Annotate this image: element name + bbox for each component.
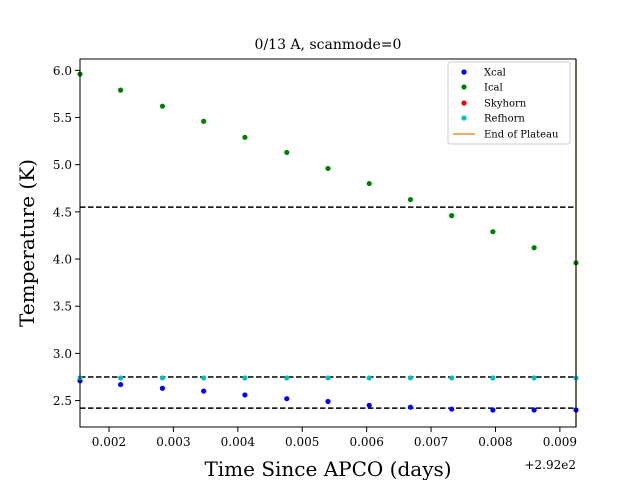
- y-tick-label: 6.0: [53, 64, 72, 78]
- refhorn-point: [531, 375, 537, 381]
- xcal-point: [284, 396, 290, 402]
- ical-point: [201, 118, 207, 124]
- ical-point: [407, 196, 414, 203]
- xcal-point: [449, 406, 455, 412]
- refhorn-point: [159, 375, 166, 381]
- refhorn-point: [201, 375, 207, 381]
- y-tick-label: 4.0: [53, 253, 72, 267]
- xcal-point: [117, 381, 124, 388]
- x-offset-label: +2.92e2: [524, 458, 576, 472]
- ical-point: [159, 103, 166, 109]
- x-tick-label: 0.007: [414, 435, 448, 449]
- y-tick-label: 4.5: [53, 205, 72, 219]
- refhorn-point: [490, 375, 496, 381]
- legend-marker-skyhorn: [461, 100, 467, 106]
- legend-marker-xcal: [461, 69, 467, 75]
- legend-label-xcal: Xcal: [484, 68, 506, 79]
- refhorn-point: [284, 375, 290, 381]
- xcal-point: [407, 404, 414, 410]
- refhorn-point: [117, 375, 124, 381]
- legend: Xcal Ical Skyhorn Refhorn End of Plateau: [447, 61, 571, 145]
- y-tick-label: 5.5: [53, 111, 72, 125]
- x-tick-label: 0.008: [478, 435, 512, 449]
- x-tick-label: 0.002: [92, 435, 126, 449]
- ical-point: [449, 213, 455, 219]
- y-tick-label: 2.5: [53, 394, 72, 408]
- y-axis: 2.5 3.0 3.5 4.0 4.5 5.0 5.5 6.0: [53, 64, 80, 408]
- refhorn-point: [242, 375, 248, 381]
- legend-marker-ical: [461, 84, 467, 90]
- refhorn-point: [449, 375, 455, 381]
- x-tick-label: 0.009: [543, 435, 577, 449]
- x-tick-label: 0.003: [156, 435, 190, 449]
- xcal-point: [159, 385, 166, 391]
- x-axis: 0.002 0.003 0.004 0.005 0.006 0.007 0.008 0.009: [92, 427, 577, 449]
- xcal-point: [201, 388, 207, 394]
- plot-frame: [79, 58, 577, 428]
- legend-label-skyhorn: Skyhorn: [484, 99, 527, 110]
- chart-title: 0/13 A, scanmode=0: [255, 37, 402, 53]
- legend-frame: [447, 61, 571, 145]
- legend-label-ical: Ical: [484, 83, 503, 94]
- ical-point: [366, 180, 372, 187]
- ical-point: [490, 229, 496, 235]
- legend-label-refhorn: Refhorn: [484, 114, 525, 125]
- ical-point: [117, 87, 124, 93]
- xcal-point: [325, 398, 331, 405]
- ical-point: [325, 165, 331, 172]
- ical-point: [531, 245, 537, 251]
- refhorn-point: [366, 375, 372, 381]
- refhorn-point: [407, 375, 414, 381]
- x-axis-title: Time Since APCO (days): [204, 457, 451, 480]
- y-tick-label: 5.0: [53, 158, 72, 172]
- ical-point: [242, 134, 248, 140]
- y-axis-title: Temperature (K): [15, 159, 39, 327]
- xcal-point: [531, 407, 537, 413]
- refhorn-point: [325, 375, 331, 381]
- xcal-point: [490, 407, 496, 413]
- x-tick-label: 0.005: [285, 435, 319, 449]
- xcal-point: [242, 392, 248, 398]
- legend-marker-refhorn: [461, 115, 467, 121]
- y-tick-label: 3.0: [53, 347, 72, 361]
- xcal-point: [366, 402, 372, 408]
- y-tick-label: 3.5: [53, 300, 72, 314]
- legend-label-end-of-plateau: End of Plateau: [484, 130, 559, 141]
- x-tick-label: 0.006: [349, 435, 383, 449]
- ical-point: [284, 149, 290, 156]
- x-tick-label: 0.004: [221, 435, 256, 449]
